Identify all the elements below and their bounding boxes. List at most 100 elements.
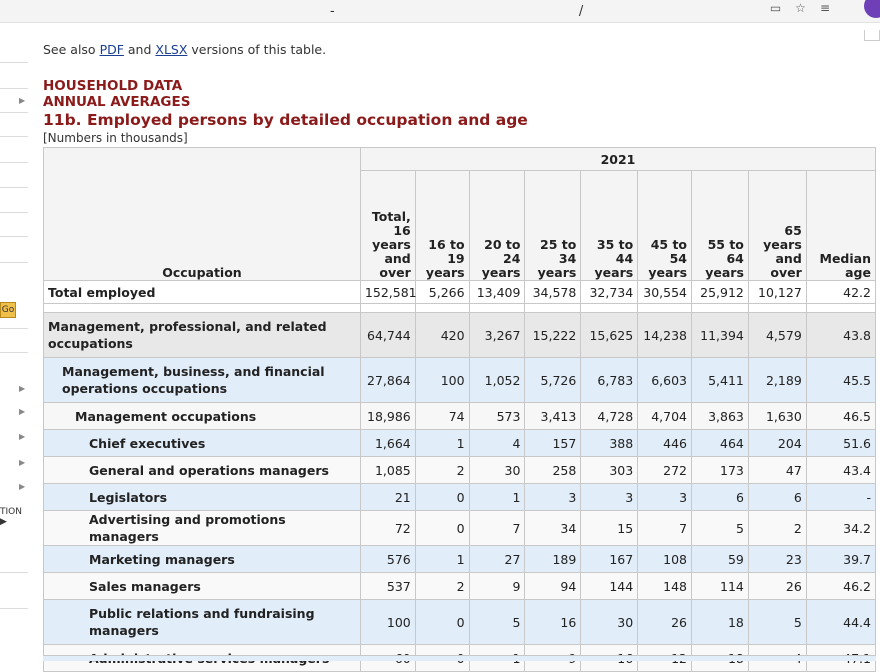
table-row: Total employed 152,581 5,266 13,409 34,578 32…	[43, 280, 877, 304]
column-header-line: 45 to	[650, 237, 688, 252]
value-cell: 148	[637, 572, 693, 600]
value-cell: 34.2	[805, 510, 877, 546]
value-cell: 100	[359, 599, 416, 645]
value-cell: 5,411	[691, 357, 749, 403]
table-row: Legislators 21 0 1 3 3 3 6 6-	[43, 483, 877, 511]
column-header-line: 16 to	[428, 237, 465, 252]
value-cell: 45.5	[805, 357, 877, 403]
value-cell: 157	[524, 429, 582, 457]
value-cell: 18	[691, 599, 749, 645]
sidebar-expand-icon[interactable]: ▶	[19, 458, 26, 467]
column-header: Total, 16 years and over	[359, 170, 416, 281]
pdf-link[interactable]: PDF	[99, 42, 124, 57]
value-cell: 47	[747, 456, 807, 484]
value-cell: 0	[414, 483, 470, 511]
sidebar-expand-icon[interactable]: ▶	[19, 432, 26, 441]
xlsx-link[interactable]: XLSX	[155, 42, 188, 57]
column-header: Median age	[805, 170, 877, 281]
value-cell: 43.4	[805, 456, 877, 484]
sidebar-expand-icon[interactable]: ▶	[19, 384, 26, 393]
value-cell: 2	[414, 456, 470, 484]
value-cell: 59	[691, 545, 749, 573]
sidebar-divider	[0, 572, 28, 573]
column-header-line: 34	[558, 251, 577, 266]
sidebar-divider	[0, 352, 28, 353]
value-cell: 21	[359, 483, 416, 511]
value-cell: 15	[580, 510, 639, 546]
toolbar-icons[interactable]: ▭☆≡	[769, 1, 844, 15]
value-cell: 272	[637, 456, 693, 484]
column-header-line: Median	[819, 251, 871, 266]
spacer-row	[43, 303, 877, 313]
column-header-line: 55 to	[707, 237, 744, 252]
occupation-cell: General and operations managers	[43, 456, 361, 484]
sidebar-section-label[interactable]: TION ▶	[0, 507, 22, 527]
see-also-line: See also PDF and XLSX versions of this t…	[43, 42, 326, 57]
value-cell: 64,744	[359, 312, 416, 358]
spacer-cell	[691, 303, 749, 313]
spacer-cell	[747, 303, 807, 313]
value-cell: 1,630	[747, 402, 807, 430]
column-header-line: 54	[669, 251, 688, 266]
cut-off-heading: - /	[330, 4, 704, 19]
sidebar-divider	[0, 608, 28, 609]
value-cell: 573	[468, 402, 526, 430]
value-cell: 18,986	[359, 402, 416, 430]
value-cell: 4,579	[747, 312, 807, 358]
occupation-cell: Total employed	[43, 280, 361, 304]
column-header-line: 25 to	[540, 237, 577, 252]
profile-avatar[interactable]	[864, 0, 880, 18]
value-cell: 303	[580, 456, 639, 484]
occupation-cell: Chief executives	[43, 429, 361, 457]
column-header-line: age	[845, 265, 871, 280]
value-cell: 420	[414, 312, 470, 358]
scrollbar-stub[interactable]	[864, 30, 880, 41]
column-header: 35 to 44 years	[580, 170, 639, 281]
sidebar-divider	[0, 136, 28, 137]
value-cell: 30	[468, 456, 526, 484]
year-header: 2021	[359, 147, 877, 171]
value-cell: 6,603	[637, 357, 693, 403]
value-cell: 13,409	[468, 280, 526, 304]
column-header-line: 24	[503, 251, 521, 266]
value-cell: 3	[580, 483, 639, 511]
value-cell: 34,578	[524, 280, 582, 304]
value-cell: 9	[468, 572, 526, 600]
value-cell: 30,554	[637, 280, 693, 304]
annual-averages-heading: ANNUAL AVERAGES	[43, 94, 191, 110]
column-header-line: years	[372, 237, 411, 252]
sidebar-divider	[0, 212, 28, 213]
table-row: Marketing managers 576 1 27 189 167 108 59 23 39.…	[43, 545, 877, 573]
sidebar-expand-icon[interactable]: ▶	[19, 96, 26, 105]
column-header-line: over	[379, 265, 411, 280]
spacer-cell	[43, 303, 361, 313]
column-header-line: 19	[447, 251, 465, 266]
sidebar-divider	[0, 262, 28, 263]
column-header-line: over	[770, 265, 802, 280]
column-header-line: and	[775, 251, 802, 266]
value-cell: 258	[524, 456, 582, 484]
value-cell: 114	[691, 572, 749, 600]
value-cell: 1	[414, 429, 470, 457]
column-header: 65 years and over	[747, 170, 807, 281]
browser-top-strip: - / ▭☆≡	[0, 0, 880, 23]
sidebar-expand-icon[interactable]: ▶	[19, 482, 26, 491]
column-header-line: and	[384, 251, 411, 266]
value-cell: 7	[637, 510, 693, 546]
column-header-line: 64	[726, 251, 744, 266]
occupation-cell: Advertising and promotions managers	[43, 510, 361, 546]
column-header: 16 to 19 years	[414, 170, 470, 281]
value-cell: 0	[414, 599, 470, 645]
sidebar-expand-icon[interactable]: ▶	[19, 407, 26, 416]
value-cell: 4	[468, 429, 526, 457]
column-header-line: years	[594, 265, 634, 280]
go-button[interactable]: Go	[0, 302, 16, 318]
value-cell: 108	[637, 545, 693, 573]
value-cell: 16	[524, 599, 582, 645]
column-header-line: years	[481, 265, 521, 280]
value-cell: 27,864	[359, 357, 416, 403]
value-cell: 43.8	[805, 312, 877, 358]
occupation-cell: Management, business, and financial oper…	[43, 357, 361, 403]
value-cell: 44.4	[805, 599, 877, 645]
column-header-line: 16	[393, 223, 411, 238]
